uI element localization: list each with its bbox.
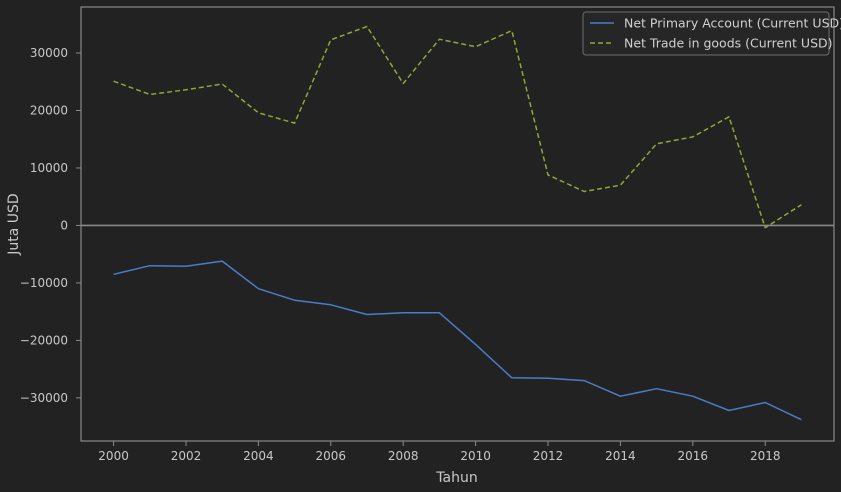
x-tick-label: 2006 xyxy=(316,449,347,463)
y-tick-label: 30000 xyxy=(30,46,68,60)
series-line-0 xyxy=(113,260,802,421)
x-tick-label: 2010 xyxy=(460,449,491,463)
legend-label-net-primary-account: Net Primary Account (Current USD) xyxy=(624,16,841,31)
y-axis-title: Juta USD xyxy=(6,193,22,255)
y-tick-label: −20000 xyxy=(20,333,68,347)
x-tick-label: 2008 xyxy=(388,449,419,463)
legend-box xyxy=(582,11,830,56)
y-tick-label: 10000 xyxy=(30,161,68,175)
x-tick-label: 2002 xyxy=(171,449,202,463)
x-tick-label: 2012 xyxy=(533,449,564,463)
plot-area-frame xyxy=(80,6,835,442)
y-tick-label: −30000 xyxy=(20,391,68,405)
x-tick-label: 2016 xyxy=(678,449,709,463)
x-tick-label: 2004 xyxy=(243,449,274,463)
series-layer xyxy=(113,25,802,421)
x-tick-label: 2014 xyxy=(605,449,636,463)
legend-label-net-trade-in-goods: Net Trade in goods (Current USD) xyxy=(624,36,833,51)
y-tick-label: 20000 xyxy=(30,103,68,117)
legend: Net Primary Account (Current USD) Net Tr… xyxy=(582,11,841,56)
y-tick-label: −10000 xyxy=(20,276,68,290)
x-axis: 2000 2002 2004 2006 2008 2010 2012 2014 2016 2018 xyxy=(98,441,780,463)
x-tick-label: 2018 xyxy=(750,449,781,463)
x-axis-title: Tahun xyxy=(435,470,477,486)
y-axis: −30000 −20000 −10000 0 10000 20000 30000 xyxy=(20,46,81,405)
x-tick-label: 2000 xyxy=(98,449,129,463)
series-line-1 xyxy=(113,25,802,229)
y-tick-label: 0 xyxy=(60,218,68,232)
